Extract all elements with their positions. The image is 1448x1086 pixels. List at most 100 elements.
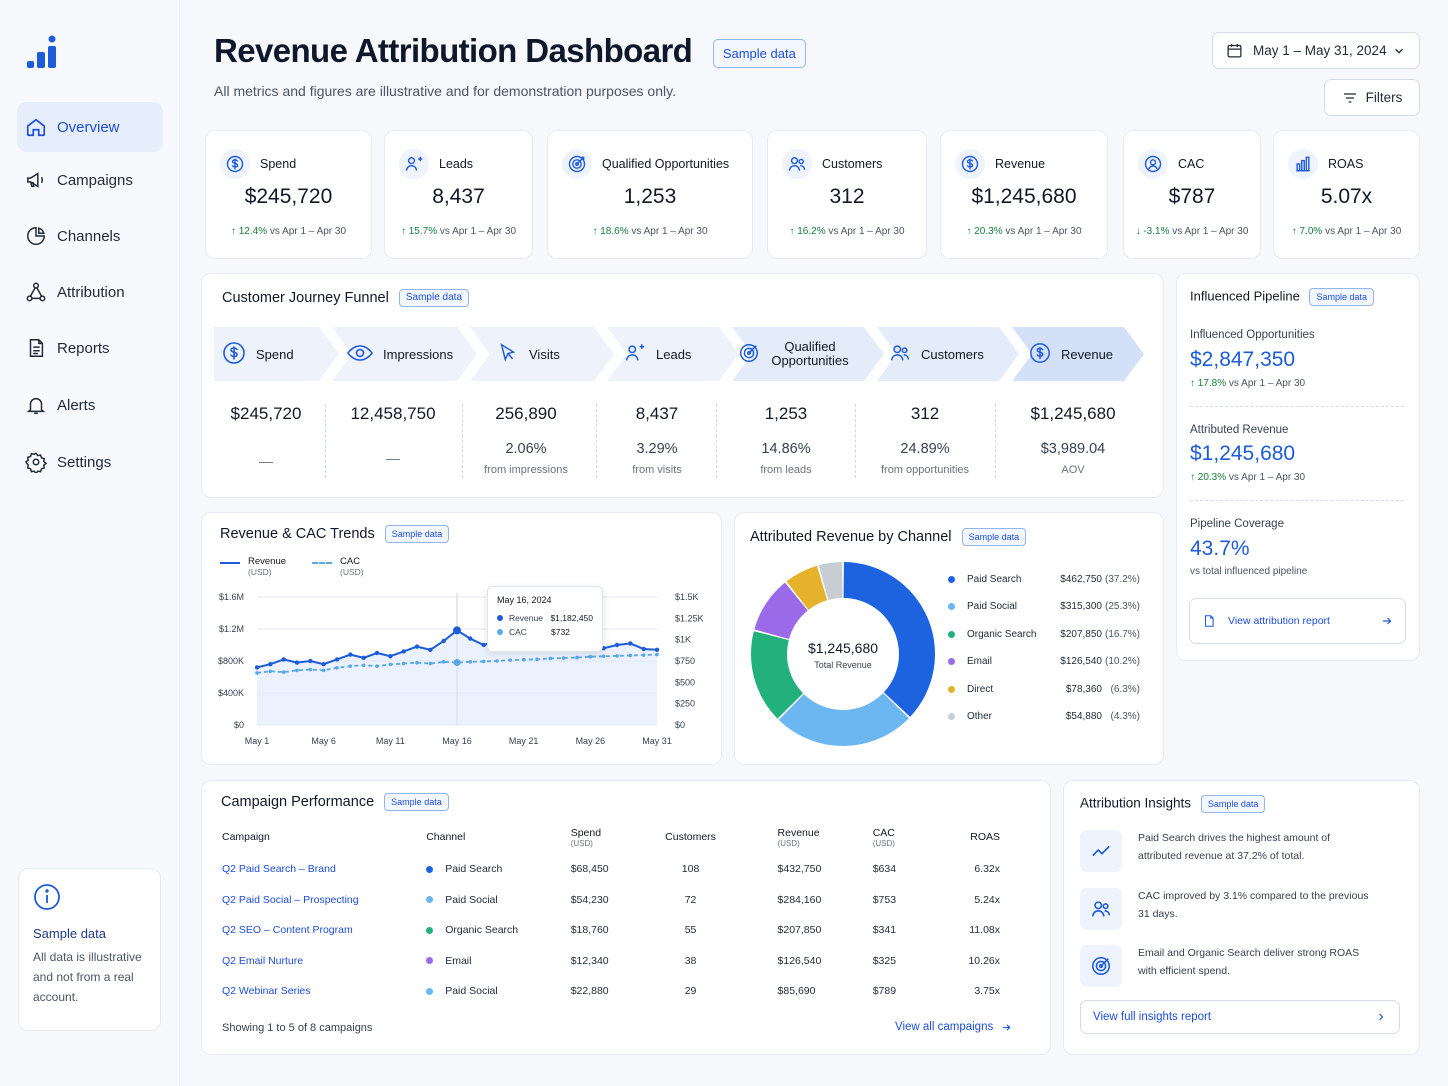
view-all-campaigns-link[interactable]: View all campaigns	[895, 1021, 1012, 1033]
kpi-card-leads[interactable]: Leads 8,437 ↑ 15.7% vs Apr 1 – Apr 30	[384, 130, 533, 259]
attributed-revenue-value: $1,245,680	[1190, 442, 1296, 465]
sample-data-badge: Sample data	[384, 525, 450, 543]
cac-point	[361, 663, 366, 668]
legend-item[interactable]: Other $54,880 (4.3%)	[948, 711, 1140, 722]
kpi-card-cac[interactable]: CAC $787 ↓ -3.1% vs Apr 1 – Apr 30	[1123, 130, 1261, 259]
x-tick-label: May 11	[376, 736, 405, 746]
kpi-card-customers[interactable]: Customers 312 ↑ 16.2% vs Apr 1 – Apr 30	[767, 130, 927, 259]
influenced-opportunities-label: Influenced Opportunities	[1190, 329, 1315, 341]
sidebar-item-campaigns[interactable]: Campaigns	[17, 155, 163, 205]
funnel-stage-spend[interactable]: Spend	[222, 327, 294, 381]
cac-point	[295, 668, 299, 673]
view-full-insights-link[interactable]: View full insights report	[1080, 1000, 1400, 1034]
customers-cell: 55	[684, 924, 697, 937]
table-row[interactable]: Q2 Webinar Series Paid Social $22,880 29 $85…	[222, 976, 1022, 1007]
app-logo[interactable]	[26, 34, 58, 75]
table-row[interactable]: Q2 Paid Search – Brand Paid Search $68,450…	[222, 854, 1022, 885]
tooltip-cac: CAC $732	[497, 627, 593, 637]
sidebar-item-alerts[interactable]: Alerts	[17, 380, 163, 430]
legend-item[interactable]: Paid Search $462,750 (37.2%)	[948, 574, 1140, 585]
table-row[interactable]: Q2 Paid Social – Prospecting Paid Social $…	[222, 885, 1022, 916]
legend-value: $462,750	[1060, 574, 1102, 585]
sidebar-item-channels[interactable]: Channels	[17, 211, 163, 261]
funnel-stage-customers[interactable]: Customers	[889, 327, 984, 381]
column-header-spend[interactable]: Spend (USD)	[570, 826, 602, 848]
x-tick-label: May 21	[509, 736, 539, 746]
cac-point	[575, 655, 579, 660]
table-row[interactable]: Q2 Email Nurture Email $12,340 38 $126,540 $3…	[222, 946, 1022, 977]
insight-text: CAC improved by 3.1% compared to the pre…	[1138, 890, 1369, 920]
legend-value: $315,300	[1060, 601, 1102, 613]
kpi-delta: ↑ 7.0% vs Apr 1 – Apr 30	[1274, 226, 1419, 237]
kpi-label: Spend	[260, 157, 297, 171]
column-header-campaign[interactable]: Campaign	[222, 831, 270, 843]
sidebar-item-attribution[interactable]: Attribution	[17, 267, 163, 317]
campaign-name-link[interactable]: Q2 SEO – Content Program	[222, 924, 353, 937]
trends-line-chart[interactable]: $0 $400K $800K $1.2M $1.6M $0 $250 $500 $750 $1K $…	[210, 585, 720, 755]
y2-tick-label: $750	[675, 656, 695, 666]
filters-button[interactable]: Filters	[1324, 79, 1420, 116]
funnel-stage-leads[interactable]: Leads	[624, 327, 691, 381]
pie-icon	[25, 225, 47, 247]
sidebar-item-settings[interactable]: Settings	[17, 437, 163, 487]
view-attribution-report-link[interactable]: View attribution report	[1189, 598, 1406, 644]
channel-title-text: Attributed Revenue by Channel	[750, 528, 952, 545]
dollar-icon	[1029, 342, 1051, 367]
kpi-delta-value: 15.7%	[408, 226, 438, 237]
arrow-up-icon: ↑	[230, 226, 236, 237]
roas-cell: 11.08x	[969, 924, 1000, 937]
legend-item[interactable]: Paid Social $315,300 (25.3%)	[948, 601, 1140, 612]
column-header-roas[interactable]: ROAS	[970, 831, 1000, 843]
legend-item[interactable]: Organic Search $207,850 (16.7%)	[948, 629, 1140, 640]
campaign-name-link[interactable]: Q2 Paid Social – Prospecting	[222, 893, 359, 906]
channel-cell: Organic Search	[426, 915, 571, 946]
kpi-card-spend[interactable]: Spend $245,720 ↑ 12.4% vs Apr 1 – Apr 30	[205, 130, 372, 259]
donut-slice-paid-social	[778, 693, 909, 746]
cac-point	[561, 656, 566, 660]
funnel-value: 312	[910, 404, 940, 423]
x-tick-label: May 31	[642, 736, 672, 746]
kpi-card-revenue[interactable]: Revenue $1,245,680 ↑ 20.3% vs Apr 1 – Ap…	[940, 130, 1108, 259]
sample-data-badge: Sample data	[1309, 288, 1375, 306]
kpi-card-roas[interactable]: ROAS 5.07x ↑ 7.0% vs Apr 1 – Apr 30	[1273, 130, 1420, 259]
tooltip-label: CAC	[509, 627, 527, 637]
channel-cell: Paid Search	[426, 854, 571, 885]
campaign-name-link[interactable]: Q2 Paid Search – Brand	[222, 863, 336, 876]
sidebar-item-reports[interactable]: Reports	[17, 323, 163, 373]
donut-center-value: $1,245,680	[807, 640, 879, 656]
column-header-channel[interactable]: Channel	[426, 831, 466, 843]
kpi-compare: vs Apr 1 – Apr 30	[269, 226, 347, 237]
arrow-down-icon: ↓	[1135, 226, 1141, 237]
campaign-name-link[interactable]: Q2 Email Nurture	[222, 954, 304, 967]
sidebar-item-overview[interactable]: Overview	[17, 102, 163, 152]
funnel-stage-qualified-opportunities[interactable]: Qualified Opportunities	[738, 327, 850, 381]
funnel-stage-label: Spend	[256, 346, 294, 362]
trends-title: Revenue & CAC Trends Sample data	[220, 525, 450, 543]
legend-percent: (37.2%)	[1104, 574, 1140, 585]
funnel-stage-revenue[interactable]: Revenue	[1029, 327, 1113, 381]
roas-cell: 10.26x	[968, 954, 1000, 967]
kpi-card-qualified-opportunities[interactable]: Qualified Opportunities 1,253 ↑ 18.6% vs…	[547, 130, 753, 259]
kpi-delta: ↑ 18.6% vs Apr 1 – Apr 30	[548, 226, 752, 237]
campaign-name-link[interactable]: Q2 Webinar Series	[222, 985, 311, 998]
column-header-revenue[interactable]: Revenue (USD)	[777, 826, 820, 848]
kpi-delta-value: -3.1%	[1143, 226, 1170, 237]
date-range-picker[interactable]: May 1 – May 31, 2024	[1212, 32, 1420, 69]
cac-cell: $341	[872, 924, 897, 937]
legend-item[interactable]: Direct $78,360 (6.3%)	[948, 684, 1140, 695]
funnel-stage-visits[interactable]: Visits	[497, 327, 560, 381]
channel-donut-chart[interactable]	[748, 557, 938, 752]
legend-label: CAC	[340, 556, 361, 567]
y2-tick-label: $1.25K	[675, 613, 704, 623]
kpi-delta-value: 12.4%	[238, 226, 268, 237]
funnel-stage-impressions[interactable]: Impressions	[347, 327, 453, 381]
kpi-value: 5.07x	[1320, 185, 1373, 208]
legend-percent: (4.3%)	[1110, 711, 1140, 722]
column-header-cac[interactable]: CAC (USD)	[872, 826, 895, 848]
y-tick-label: $0	[234, 720, 244, 730]
table-row[interactable]: Q2 SEO – Content Program Organic Search $1…	[222, 915, 1022, 946]
divider	[855, 404, 856, 478]
document-icon	[1202, 614, 1216, 628]
legend-item[interactable]: Email $126,540 (10.2%)	[948, 656, 1140, 667]
column-header-customers[interactable]: Customers	[665, 831, 716, 843]
